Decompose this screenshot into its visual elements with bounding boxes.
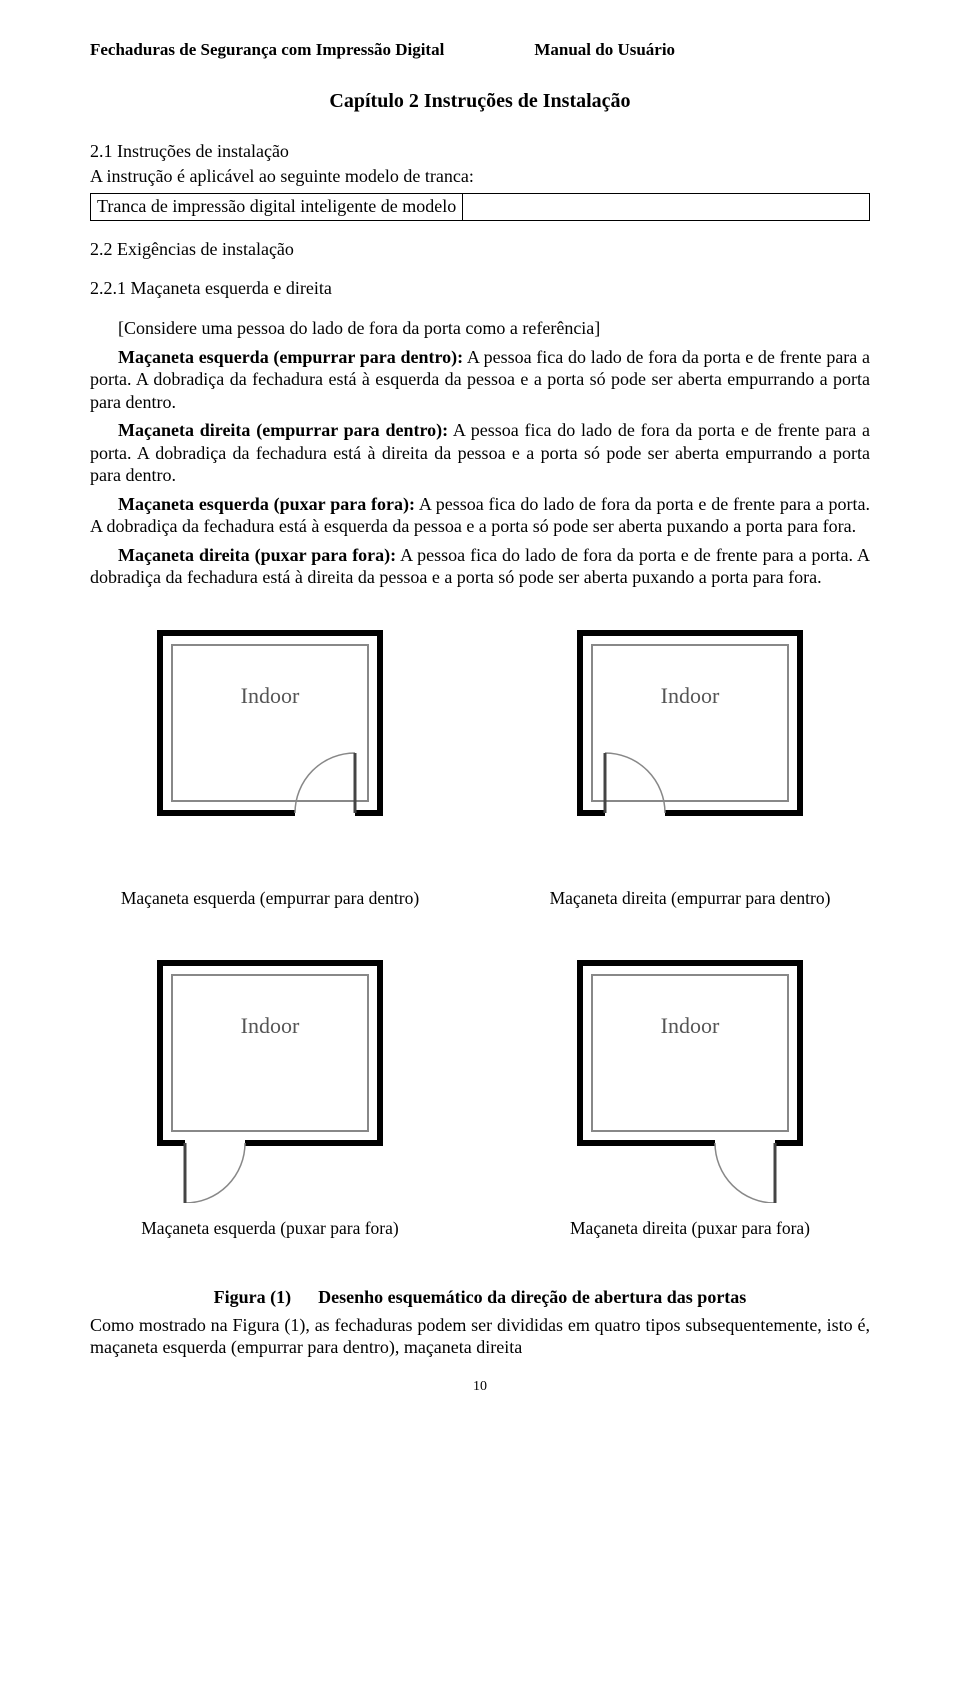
svg-text:Indoor: Indoor xyxy=(661,683,720,708)
figure-title: Desenho esquemático da direção de abertu… xyxy=(318,1287,746,1307)
svg-text:Indoor: Indoor xyxy=(661,1013,720,1038)
diagram-caption-3: Maçaneta direita (puxar para fora) xyxy=(560,1218,820,1239)
section-2-2-heading: 2.2 Exigências de instalação xyxy=(90,239,870,260)
page-number: 10 xyxy=(90,1379,870,1395)
diagram-cell-3: Indoor Maçaneta direita (puxar para fora… xyxy=(560,943,820,1263)
svg-text:Indoor: Indoor xyxy=(241,1013,300,1038)
page: Fechaduras de Segurança com Impressão Di… xyxy=(0,0,960,1435)
figure-line: Figura (1) Desenho esquemático da direçã… xyxy=(90,1287,870,1308)
diagram-caption-0: Maçaneta esquerda (empurrar para dentro) xyxy=(121,888,419,909)
diagram-caption-2: Maçaneta esquerda (puxar para fora) xyxy=(140,1218,400,1239)
diagram-caption-1: Maçaneta direita (empurrar para dentro) xyxy=(550,888,831,909)
room-diagram-1: Indoor xyxy=(560,613,820,873)
diagram-cell-0: Indoor Maçaneta esquerda (empurrar para … xyxy=(121,613,419,933)
room-diagram-0: Indoor xyxy=(140,613,400,873)
intro-bracket: [Considere uma pessoa do lado de fora da… xyxy=(90,317,870,340)
figure-followup: Como mostrado na Figura (1), as fechadur… xyxy=(90,1314,870,1359)
para-1: Maçaneta esquerda (empurrar para dentro)… xyxy=(90,346,870,414)
room-diagram-2: Indoor xyxy=(140,943,400,1203)
diagram-cell-1: Indoor Maçaneta direita (empurrar para d… xyxy=(550,613,831,933)
chapter-title: Capítulo 2 Instruções de Instalação xyxy=(90,90,870,113)
para-2: Maçaneta direita (empurrar para dentro):… xyxy=(90,419,870,487)
para-4: Maçaneta direita (puxar para fora): A pe… xyxy=(90,544,870,589)
header-right: Manual do Usuário xyxy=(534,40,675,60)
room-diagram-3: Indoor xyxy=(560,943,820,1203)
para-1-bold: Maçaneta esquerda (empurrar para dentro)… xyxy=(118,347,463,367)
svg-text:Indoor: Indoor xyxy=(241,683,300,708)
para-3-bold: Maçaneta esquerda (puxar para fora): xyxy=(118,494,415,514)
figure-label: Figura (1) xyxy=(214,1287,291,1307)
header-left: Fechaduras de Segurança com Impressão Di… xyxy=(90,40,444,60)
model-label: Tranca de impressão digital inteligente … xyxy=(91,194,463,220)
model-row: Tranca de impressão digital inteligente … xyxy=(90,193,870,221)
section-2-1-heading: 2.1 Instruções de instalação xyxy=(90,141,870,162)
section-2-1-line1: A instrução é aplicável ao seguinte mode… xyxy=(90,166,870,187)
page-header: Fechaduras de Segurança com Impressão Di… xyxy=(90,40,870,60)
para-2-bold: Maçaneta direita (empurrar para dentro): xyxy=(118,420,448,440)
para-3: Maçaneta esquerda (puxar para fora): A p… xyxy=(90,493,870,538)
diagram-cell-2: Indoor Maçaneta esquerda (puxar para for… xyxy=(140,943,400,1263)
para-4-bold: Maçaneta direita (puxar para fora): xyxy=(118,545,396,565)
model-blank xyxy=(463,194,869,220)
section-2-2-1-heading: 2.2.1 Maçaneta esquerda e direita xyxy=(90,278,870,299)
diagram-grid: Indoor Maçaneta esquerda (empurrar para … xyxy=(90,613,870,1263)
